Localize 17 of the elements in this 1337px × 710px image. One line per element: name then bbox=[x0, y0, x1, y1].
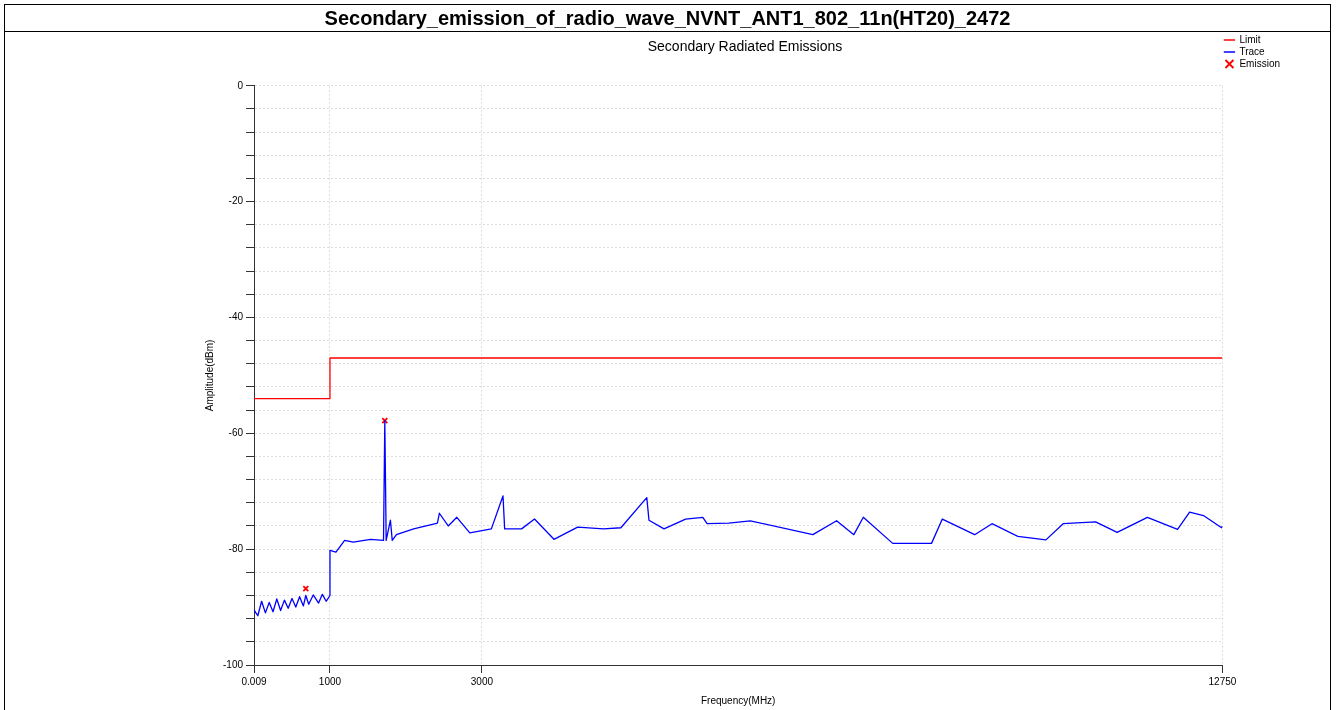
legend-label: Limit bbox=[1239, 33, 1261, 45]
legend-label: Emission bbox=[1239, 57, 1281, 69]
y-tick-label: -100 bbox=[223, 658, 244, 670]
x-axis-title: Frequency(MHz) bbox=[700, 694, 776, 706]
y-tick-label: 0 bbox=[237, 79, 244, 91]
y-tick-label: -40 bbox=[228, 311, 244, 323]
chart-title: Secondary_emission_of_radio_wave_NVNT_ANT1_802_11n(HT20)_2472 bbox=[5, 5, 1330, 32]
y-tick-label: -20 bbox=[228, 195, 244, 207]
y-tick-label: -80 bbox=[228, 542, 244, 554]
y-axis-title: Amplitude(dBm) bbox=[203, 339, 215, 412]
legend-label: Trace bbox=[1239, 45, 1266, 57]
x-tick-label: 3000 bbox=[470, 675, 494, 687]
x-tick-label: 12750 bbox=[1208, 675, 1237, 687]
x-tick-label: 0.009 bbox=[241, 675, 267, 687]
chart-subtitle: Secondary Radiated Emissions bbox=[647, 38, 843, 55]
y-tick-label: -60 bbox=[228, 427, 244, 439]
x-tick-label: 1000 bbox=[318, 675, 342, 687]
